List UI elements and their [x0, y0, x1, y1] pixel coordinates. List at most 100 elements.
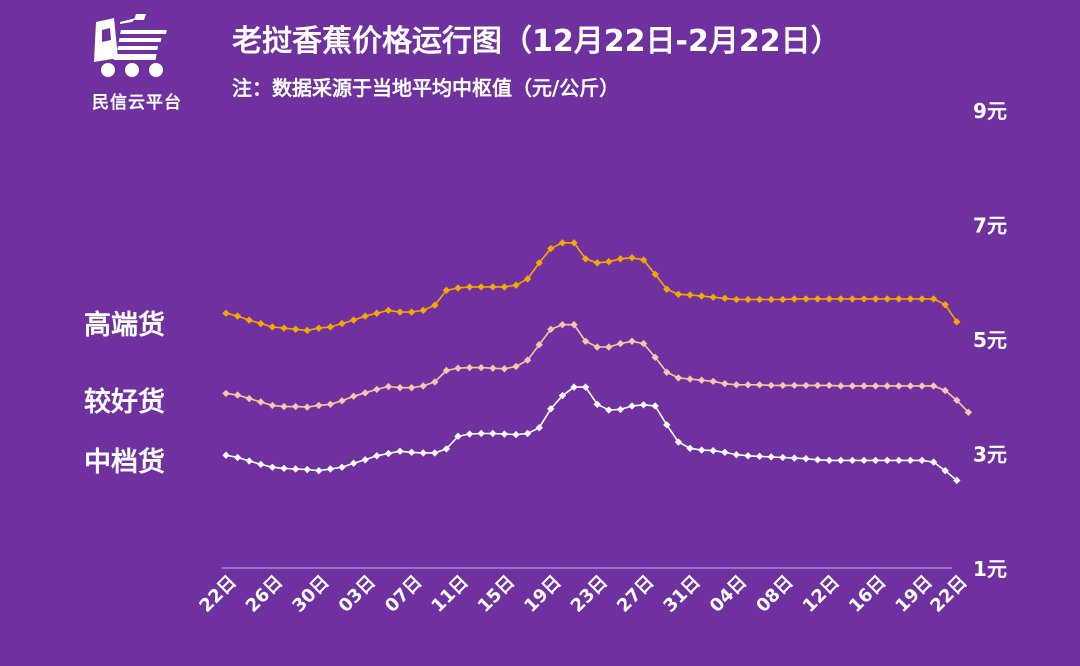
- y-tick-label: 3元: [973, 443, 1007, 467]
- data-point-good: [709, 377, 717, 386]
- data-point-good: [222, 389, 230, 398]
- data-point-good: [837, 382, 845, 390]
- data-point-good: [744, 381, 752, 389]
- data-point-good: [442, 366, 451, 375]
- data-point-good: [605, 343, 613, 351]
- data-point-good: [628, 337, 636, 345]
- data-point-high: [581, 255, 590, 263]
- data-point-high: [431, 301, 439, 309]
- data-point-good: [779, 381, 787, 390]
- data-point-mid: [790, 454, 799, 462]
- data-point-mid: [825, 456, 833, 465]
- x-tick-label: 16日: [845, 571, 890, 616]
- data-point-mid: [860, 456, 868, 465]
- series-line-mid: [225, 386, 958, 482]
- data-point-high: [802, 295, 810, 303]
- data-point-mid: [465, 430, 474, 438]
- data-point-mid: [593, 400, 601, 408]
- data-point-high: [303, 326, 311, 335]
- data-point-mid: [883, 456, 891, 465]
- data-point-mid: [744, 452, 752, 460]
- x-tick-label: 22日: [195, 571, 240, 616]
- data-point-good: [953, 396, 961, 404]
- data-point-good: [813, 381, 822, 390]
- data-point-good: [268, 401, 277, 410]
- data-point-high: [651, 270, 659, 278]
- data-point-high: [871, 295, 880, 303]
- data-point-high: [721, 294, 729, 303]
- data-point-mid: [268, 463, 277, 471]
- data-point-good: [315, 401, 323, 410]
- data-point-good: [686, 375, 694, 383]
- data-point-mid: [245, 457, 253, 465]
- x-tick-label: 23日: [567, 571, 612, 616]
- x-tick-label: 19日: [891, 571, 936, 616]
- data-point-high: [941, 300, 949, 309]
- data-point-high: [291, 325, 300, 333]
- data-point-mid: [871, 456, 880, 465]
- x-tick-label: 30日: [288, 571, 333, 616]
- data-point-good: [547, 325, 555, 333]
- data-point-high: [686, 291, 694, 299]
- data-point-good: [581, 337, 590, 345]
- x-tick-label: 31日: [659, 571, 704, 616]
- data-point-high: [593, 259, 601, 267]
- data-point-good: [477, 363, 485, 372]
- data-point-high: [257, 319, 265, 328]
- data-point-good: [512, 362, 520, 371]
- data-point-mid: [953, 476, 961, 485]
- data-point-mid: [558, 392, 567, 400]
- data-point-mid: [384, 449, 393, 458]
- data-point-high: [929, 295, 938, 303]
- data-point-mid: [303, 465, 311, 474]
- data-point-mid: [349, 459, 358, 467]
- data-point-high: [442, 286, 451, 295]
- data-point-mid: [721, 448, 729, 457]
- data-point-high: [813, 295, 822, 303]
- x-tick-label: 07日: [381, 571, 426, 616]
- truck-icon: [94, 14, 167, 77]
- data-point-mid: [396, 447, 404, 455]
- x-tick-label: 26日: [242, 571, 287, 616]
- x-tick-label: 04日: [706, 571, 751, 616]
- data-point-high: [570, 239, 578, 247]
- data-point-mid: [837, 456, 845, 465]
- data-point-high: [500, 283, 509, 291]
- data-point-mid: [326, 465, 335, 473]
- data-point-high: [616, 255, 625, 263]
- data-point-high: [558, 239, 567, 247]
- data-point-good: [616, 339, 625, 348]
- data-point-high: [674, 290, 683, 299]
- data-point-high: [790, 295, 799, 303]
- x-tick-label: 15日: [474, 571, 519, 616]
- data-point-mid: [477, 429, 485, 438]
- data-point-mid: [651, 402, 659, 410]
- chart-note: 注：数据采源于当地平均中枢值（元/公斤）: [232, 76, 620, 100]
- data-point-high: [384, 306, 393, 315]
- y-tick-label: 9元: [973, 99, 1007, 123]
- data-point-high: [280, 324, 288, 332]
- data-point-good: [721, 379, 729, 388]
- data-point-mid: [338, 463, 346, 471]
- data-point-good: [349, 392, 358, 400]
- data-point-high: [918, 295, 926, 303]
- data-point-good: [454, 364, 462, 372]
- data-point-mid: [523, 429, 532, 438]
- data-point-mid: [686, 444, 694, 453]
- data-point-good: [326, 400, 335, 408]
- data-point-good: [825, 381, 833, 390]
- data-point-mid: [697, 446, 706, 454]
- data-point-high: [268, 323, 277, 331]
- data-point-mid: [802, 454, 810, 463]
- data-point-good: [964, 408, 973, 416]
- data-point-good: [280, 402, 288, 411]
- data-point-high: [489, 283, 497, 291]
- data-point-high: [222, 309, 230, 317]
- data-point-high: [419, 306, 427, 315]
- data-point-good: [790, 381, 799, 390]
- data-point-mid: [848, 456, 857, 465]
- data-point-good: [651, 353, 659, 361]
- data-point-mid: [674, 438, 683, 446]
- data-point-mid: [407, 448, 416, 457]
